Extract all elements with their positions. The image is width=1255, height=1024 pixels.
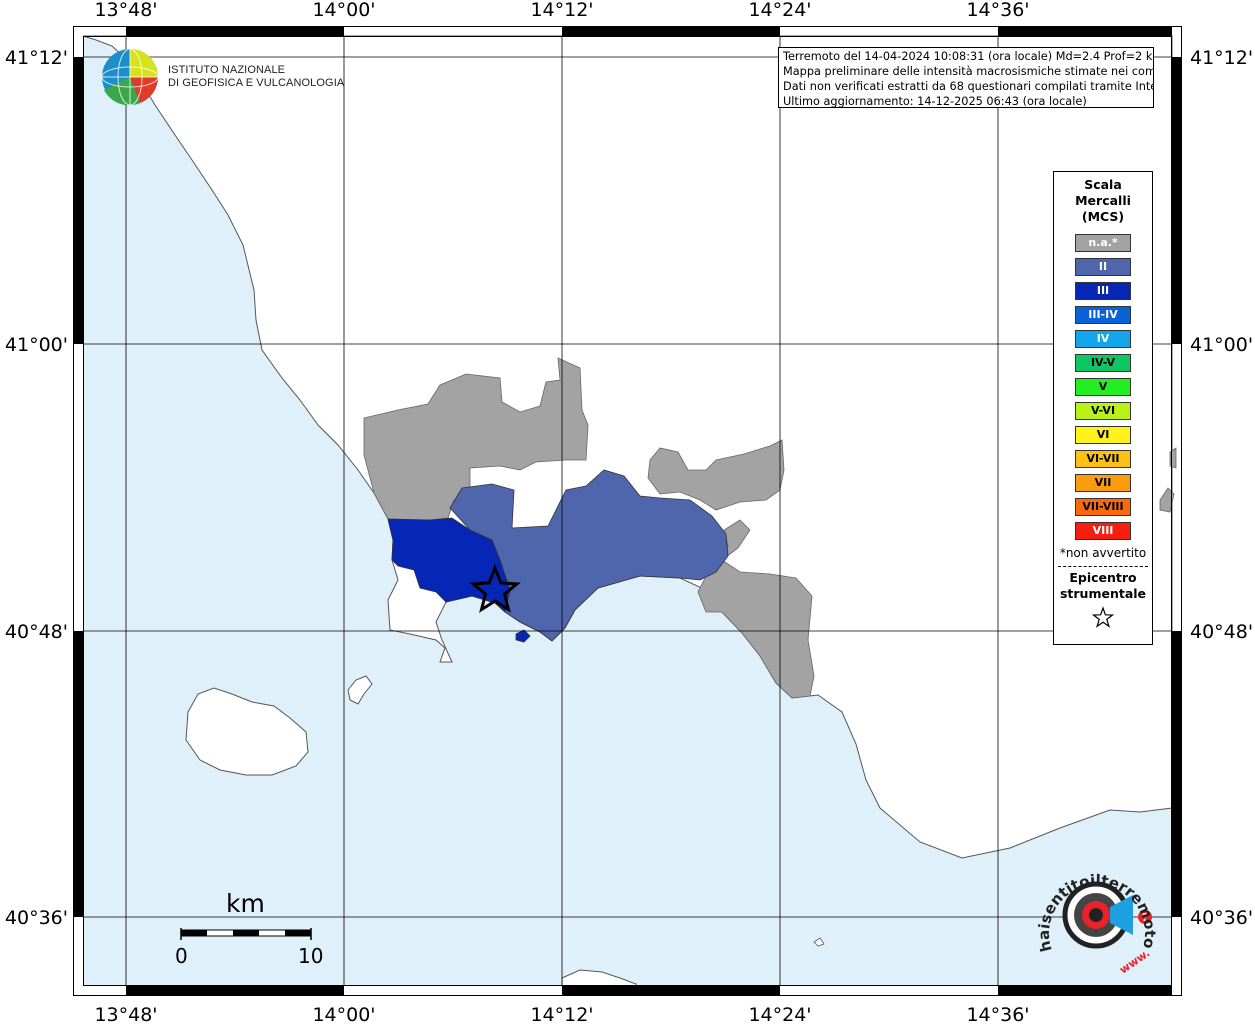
- scale-end-label: 10: [298, 944, 324, 968]
- legend-epicenter-title: Epicentro strumentale: [1054, 570, 1152, 602]
- legend-class-swatch: VII: [1075, 474, 1131, 492]
- legend-class-swatch: n.a.*: [1075, 234, 1131, 252]
- legend-class-swatch: VI-VII: [1075, 450, 1131, 468]
- ingv-logo-text: ISTITUTO NAZIONALE DI GEOFISICA E VULCAN…: [168, 64, 344, 90]
- scale-start-label: 0: [175, 944, 188, 968]
- latitude-labels-left: 41°12' 41°00' 40°48' 40°36': [5, 47, 68, 929]
- legend-class-swatch: II: [1075, 258, 1131, 276]
- legend-note: *non avvertito: [1059, 546, 1147, 560]
- lon-label-bottom: 13°48': [94, 1004, 157, 1024]
- legend-class-swatch: III: [1075, 282, 1131, 300]
- lon-label-top: 14°36': [966, 0, 1029, 21]
- ingv-line-1: ISTITUTO NAZIONALE: [168, 64, 286, 76]
- legend-class-swatch: IV-V: [1075, 354, 1131, 372]
- scale-unit-label: km: [226, 889, 265, 918]
- lat-label-left: 41°00': [5, 334, 68, 356]
- lat-label-left: 41°12': [5, 47, 68, 69]
- small-isle: [813, 937, 825, 947]
- legend-class-swatch: VI: [1075, 426, 1131, 444]
- legend-separator: [1058, 566, 1148, 567]
- mcs-legend: Scala Mercalli (MCS) n.a.* II III III-IV IV I…: [1053, 171, 1153, 645]
- info-line-4: Ultimo aggiornamento: 14-12-2025 06:43 (…: [783, 95, 1087, 108]
- lat-label-right: 41°12': [1190, 47, 1253, 69]
- legend-classes: n.a.* II III III-IV IV IV-V V V-VI VI VI-VII VII VI…: [1054, 234, 1152, 540]
- scale-bar: [180, 928, 312, 940]
- hst-qmark: ?: [1142, 911, 1148, 924]
- not-felt-area-east: [697, 519, 815, 699]
- legend-title: Scala Mercalli (MCS): [1054, 177, 1152, 225]
- intensity-II-area: [449, 469, 729, 642]
- legend-class-swatch: VIII: [1075, 522, 1131, 540]
- legend-class-swatch: VII-VIII: [1075, 498, 1131, 516]
- lat-label-left: 40°36': [5, 907, 68, 929]
- lat-label-right: 40°48': [1190, 621, 1253, 643]
- latitude-labels-right: 41°12' 41°00' 40°48' 40°36': [1190, 47, 1253, 929]
- lon-label-bottom: 14°36': [966, 1004, 1029, 1024]
- info-line-2: Mappa preliminare delle intensità macros…: [783, 65, 1154, 78]
- lon-label-top: 14°12': [530, 0, 593, 21]
- haisentito-logo-icon: ? haisentitoilterremoto.it www.: [1030, 855, 1159, 977]
- info-line-3: Dati non verificati estratti da 68 quest…: [783, 80, 1154, 93]
- lon-label-bottom: 14°12': [530, 1004, 593, 1024]
- longitude-labels-bottom: 13°48' 14°00' 14°12' 14°24' 14°36': [94, 1004, 1029, 1024]
- lat-label-right: 40°36': [1190, 907, 1253, 929]
- lat-label-right: 41°00': [1190, 334, 1253, 356]
- map-frame: [73, 26, 1182, 996]
- legend-epicenter-2: strumentale: [1059, 586, 1147, 601]
- longitude-labels-top: 13°48' 14°00' 14°12' 14°24' 14°36': [94, 0, 1029, 21]
- lat-label-left: 40°48': [5, 621, 68, 643]
- legend-class-swatch: V: [1075, 378, 1131, 396]
- legend-title-1: Scala: [1084, 177, 1122, 192]
- not-felt-area-northeast: [647, 439, 785, 511]
- legend-title-3: (MCS): [1081, 209, 1125, 224]
- legend-title-2: Mercalli: [1075, 193, 1131, 208]
- mainland-land: [82, 35, 1173, 859]
- event-info-box: Terremoto del 14-04-2024 10:08:31 (ora l…: [778, 47, 1154, 108]
- info-line-1: Terremoto del 14-04-2024 10:08:31 (ora l…: [783, 50, 1154, 63]
- ingv-logo-icon: [101, 48, 159, 106]
- legend-class-swatch: V-VI: [1075, 402, 1131, 420]
- legend-star-icon: [1054, 606, 1152, 634]
- lon-label-top: 14°24': [748, 0, 811, 21]
- lon-label-top: 14°00': [312, 0, 375, 21]
- epicenter-star: [469, 563, 521, 613]
- ischia-island: [185, 687, 309, 776]
- legend-class-swatch: III-IV: [1075, 306, 1131, 324]
- lon-label-top: 13°48': [94, 0, 157, 21]
- ingv-line-2: DI GEOFISICA E VULCANOLOGIA: [168, 77, 345, 89]
- procida-island: [347, 675, 373, 705]
- hst-www: www.: [1117, 946, 1152, 976]
- legend-epicenter-1: Epicentro: [1069, 570, 1137, 585]
- lon-label-bottom: 14°00': [312, 1004, 375, 1024]
- legend-class-swatch: IV: [1075, 330, 1131, 348]
- lon-label-bottom: 14°24': [748, 1004, 811, 1024]
